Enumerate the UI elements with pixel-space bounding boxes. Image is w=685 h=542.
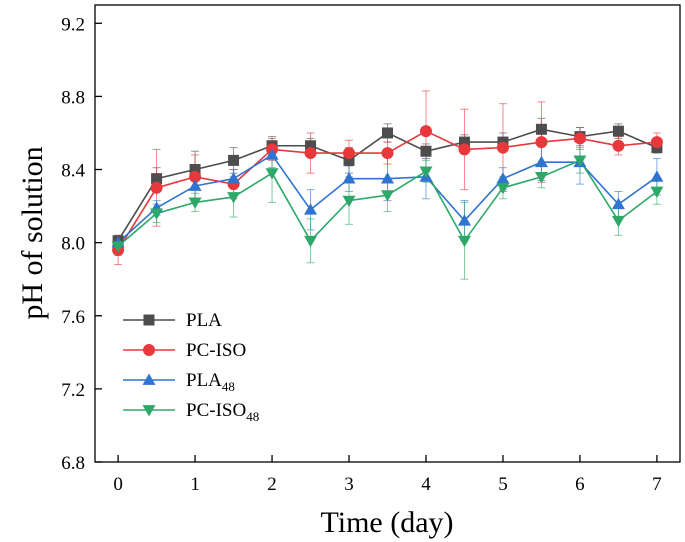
data-point-pla-48 bbox=[496, 172, 510, 184]
data-point-pla bbox=[305, 140, 317, 152]
data-point-pla bbox=[535, 123, 547, 135]
data-point-pla-48 bbox=[381, 172, 394, 184]
y-tick-label: 9.2 bbox=[61, 14, 85, 35]
data-point-pc-iso bbox=[381, 147, 394, 160]
legend-item-pc-iso-48: PC-ISO48 bbox=[123, 400, 259, 424]
y-tick-label: 6.8 bbox=[61, 453, 85, 474]
legend-label: PC-ISO bbox=[186, 340, 246, 361]
legend-marker-pla-48 bbox=[142, 373, 156, 385]
data-point-pc-iso bbox=[304, 147, 317, 160]
legend-item-pc-iso: PC-ISO bbox=[123, 340, 246, 361]
ticks: 0 1 2 3 4 5 6 7 6.8 7.2 7.6 8.0 8.4 8.8 9.2 bbox=[61, 14, 661, 495]
data-point-pc-iso bbox=[189, 170, 202, 183]
data-point-pc-iso bbox=[535, 136, 548, 149]
data-point-pc-iso bbox=[612, 139, 625, 152]
data-point-pc-iso-48 bbox=[534, 171, 548, 184]
data-point-pc-iso-48 bbox=[381, 190, 394, 202]
data-point-pla-48 bbox=[457, 214, 471, 226]
y-tick-label: 7.2 bbox=[61, 380, 85, 401]
data-point-pla-48 bbox=[227, 172, 241, 184]
data-point-pc-iso bbox=[150, 181, 163, 194]
data-point-pc-iso bbox=[650, 136, 663, 149]
x-tick-label: 5 bbox=[498, 474, 508, 495]
data-point-pc-iso-48 bbox=[188, 197, 202, 209]
x-tick-label: 0 bbox=[113, 474, 123, 495]
data-point-pc-iso bbox=[458, 143, 471, 156]
legend-marker-pc-iso bbox=[143, 344, 155, 356]
data-point-pc-iso-48 bbox=[573, 155, 587, 167]
data-point-pc-iso-48 bbox=[342, 195, 356, 208]
data-point-pla-48 bbox=[188, 179, 202, 191]
data-point-pla-48 bbox=[650, 170, 664, 182]
data-point-pc-iso-48 bbox=[457, 235, 471, 248]
data-point-pc-iso bbox=[343, 147, 356, 160]
legend-label: PLA bbox=[186, 310, 222, 331]
data-point-pc-iso-48 bbox=[650, 186, 664, 198]
data-point-pla-48 bbox=[534, 155, 548, 168]
x-tick-label: 4 bbox=[421, 474, 431, 495]
legend-marker-pla bbox=[143, 314, 155, 326]
series-markers bbox=[111, 123, 664, 256]
legend-marker-pc-iso-48 bbox=[142, 405, 156, 417]
y-tick-label: 8.0 bbox=[61, 234, 85, 255]
data-point-pla-48 bbox=[304, 203, 318, 215]
data-point-pla bbox=[151, 173, 163, 185]
data-point-pc-iso-48 bbox=[150, 208, 164, 220]
data-point-pla-48 bbox=[342, 172, 356, 184]
data-point-pla bbox=[228, 154, 240, 166]
data-point-pc-iso-48 bbox=[304, 235, 318, 248]
data-point-pc-iso-48 bbox=[419, 166, 433, 178]
data-point-pc-iso-48 bbox=[611, 215, 625, 228]
data-point-pc-iso-48 bbox=[111, 241, 125, 253]
x-tick-label: 3 bbox=[344, 474, 354, 495]
y-tick-label: 8.4 bbox=[61, 161, 85, 182]
x-tick-label: 6 bbox=[575, 474, 585, 495]
y-tick-label: 8.8 bbox=[61, 87, 85, 108]
data-point-pc-iso bbox=[573, 132, 586, 145]
legend-item-pla: PLA bbox=[123, 310, 222, 331]
legend-label: PLA48 bbox=[186, 370, 235, 394]
data-point-pc-iso-48 bbox=[265, 168, 279, 180]
y-axis-title: pH of solution bbox=[16, 146, 49, 319]
data-point-pc-iso-48 bbox=[496, 182, 510, 195]
data-point-pc-iso bbox=[419, 125, 432, 138]
legend-item-pla-48: PLA48 bbox=[123, 370, 235, 394]
data-point-pla bbox=[382, 127, 393, 139]
data-point-pla-48 bbox=[611, 197, 625, 210]
x-tick-label: 1 bbox=[190, 474, 200, 495]
legend-label: PC-ISO48 bbox=[186, 400, 259, 424]
x-tick-label: 2 bbox=[267, 474, 277, 495]
data-point-pla bbox=[458, 136, 470, 148]
legend: PLA PC-ISO PLA48 PC-ISO48 bbox=[123, 310, 259, 424]
x-tick-label: 7 bbox=[652, 474, 662, 495]
y-tick-label: 7.6 bbox=[61, 307, 85, 328]
data-point-pc-iso bbox=[496, 141, 509, 154]
data-point-pla bbox=[343, 154, 355, 166]
data-point-pc-iso-48 bbox=[227, 192, 241, 204]
plot-frame bbox=[94, 4, 681, 463]
data-point-pla bbox=[612, 125, 624, 137]
data-point-pla bbox=[189, 164, 201, 176]
data-point-pla-48 bbox=[265, 148, 279, 160]
data-point-pla bbox=[420, 145, 432, 157]
x-axis-title: Time (day) bbox=[320, 506, 453, 539]
